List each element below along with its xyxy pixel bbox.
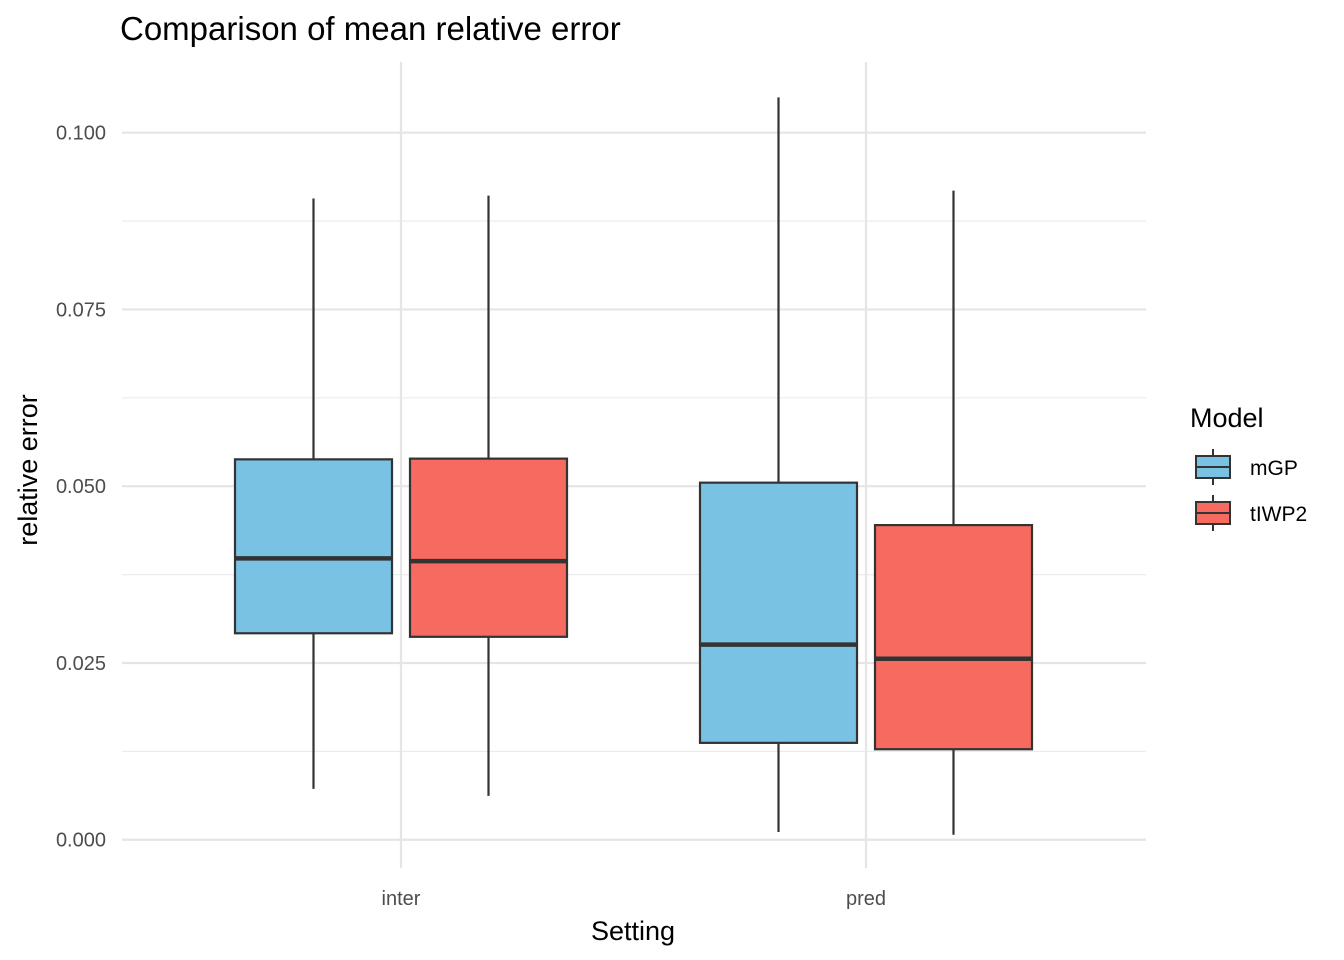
chart-title: Comparison of mean relative error [120, 10, 621, 47]
legend-title: Model [1190, 403, 1264, 433]
y-tick-label: 0.050 [56, 476, 106, 498]
legend: Model mGP tIWP2 [1190, 403, 1307, 531]
x-tick-label: inter [382, 888, 421, 910]
legend-label: tIWP2 [1250, 503, 1307, 526]
iqr-box [408, 457, 569, 638]
legend-item-mGP: mGP [1195, 449, 1298, 485]
y-tick-label: 0.025 [56, 653, 106, 675]
y-tick-label: 0.075 [56, 299, 106, 321]
y-tick-label: 0.000 [56, 830, 106, 852]
boxes [233, 97, 1034, 835]
y-tick-label: 0.100 [56, 123, 106, 145]
box-mGP-inter [233, 198, 394, 789]
y-axis-title: relative error [13, 394, 43, 546]
legend-item-tIWP2: tIWP2 [1195, 495, 1307, 531]
legend-label: mGP [1250, 457, 1298, 480]
y-axis-ticks: 0.000 0.025 0.050 0.075 0.100 [56, 123, 106, 852]
iqr-box [698, 481, 859, 744]
x-axis-title: Setting [591, 916, 675, 946]
iqr-box [233, 458, 394, 635]
box-tIWP2-inter [408, 195, 569, 796]
box-mGP-pred [698, 97, 859, 832]
iqr-box [873, 523, 1034, 751]
x-axis-ticks: inter pred [382, 888, 886, 910]
box-tIWP2-pred [873, 190, 1034, 835]
x-tick-label: pred [846, 888, 886, 910]
